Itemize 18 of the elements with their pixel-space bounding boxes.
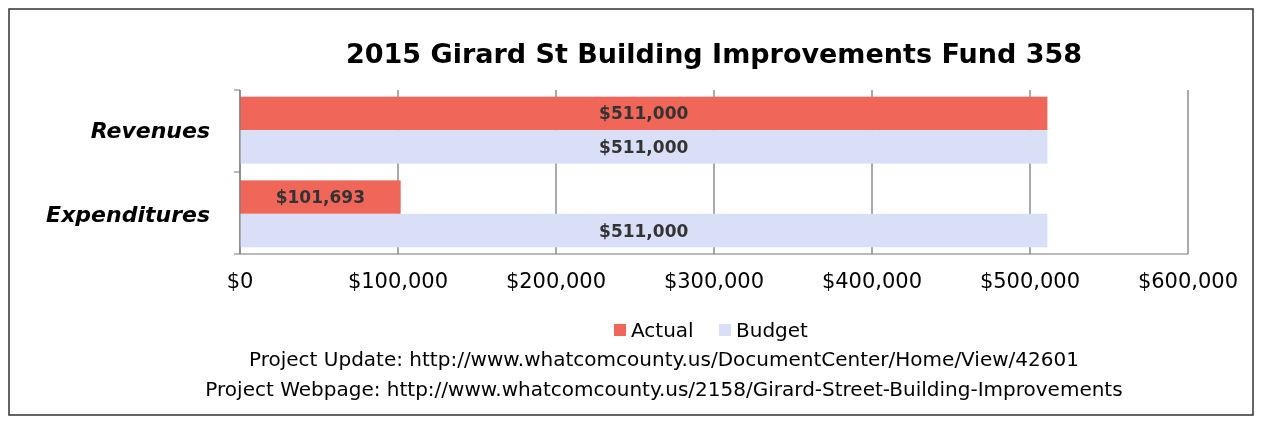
chart-title: 2015 Girard St Building Improvements Fund 358 [345,38,1083,69]
x-tick-label: $200,000 [505,269,607,293]
y-tick-label: Expenditures [46,201,210,227]
y-tick-label: Revenues [90,117,210,143]
x-tick-label: $600,000 [1137,269,1239,293]
data-label: $511,000 [599,103,689,124]
data-label: $101,693 [275,187,365,208]
legend-label: Actual [631,318,694,342]
data-label: $511,000 [599,136,689,157]
x-tick-label: $400,000 [821,269,923,293]
x-tick-label: $300,000 [663,269,765,293]
data-label: $511,000 [599,220,689,241]
x-tick-label: $500,000 [979,269,1081,293]
x-tick-label: $100,000 [347,269,449,293]
legend-label: Budget [736,318,809,342]
text: Project Webpage: http://www.whatcomcounty.us/2158/Girard-Street-Building-Improvements [205,377,1123,401]
x-tick-label: $0 [226,269,254,293]
text: Project Update: http://www.whatcomcounty.us/DocumentCenter/Home/View/42601 [249,347,1079,371]
